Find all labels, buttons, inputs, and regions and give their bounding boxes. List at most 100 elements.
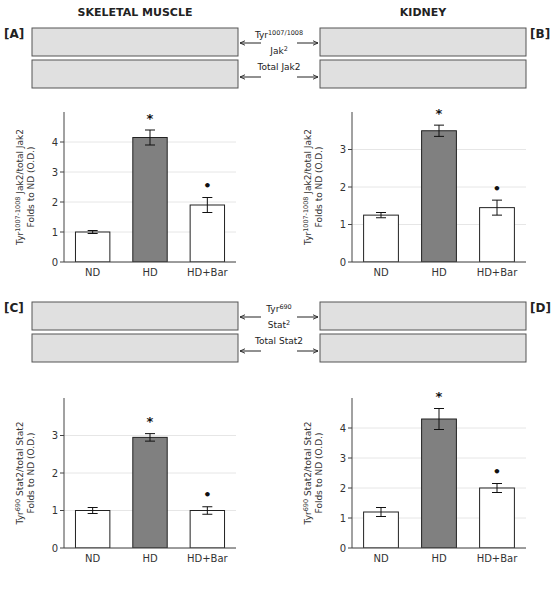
grid-line — [64, 262, 236, 263]
y-tick — [348, 488, 352, 489]
y-tick — [60, 510, 64, 511]
bar — [422, 131, 457, 262]
y-tick — [348, 548, 352, 549]
significance-marker: * — [147, 414, 154, 429]
y-tick — [348, 224, 352, 225]
error-cap — [88, 513, 98, 514]
y-tick-label: 2 — [52, 468, 58, 479]
y-tick — [60, 435, 64, 436]
panel: KIDNEY[B]0123Tyr1007-1008 Jak2/total Jak… — [302, 6, 550, 278]
y-tick-label: 2 — [52, 197, 58, 208]
y-axis-label: Tyr1007-1008 Jak2/total Jak2 — [14, 129, 25, 246]
y-axis-label: Folds to ND (O.D.) — [314, 147, 324, 228]
y-axis — [64, 398, 65, 548]
y-tick-label: 0 — [52, 543, 58, 554]
y-axis — [64, 112, 65, 262]
bar — [75, 232, 109, 262]
y-tick — [348, 428, 352, 429]
error-line — [150, 434, 151, 442]
error-cap — [376, 516, 386, 517]
y-tick-label: 1 — [340, 513, 346, 524]
error-line — [439, 409, 440, 430]
error-bar — [202, 507, 212, 515]
panel-label: [B] — [530, 27, 550, 41]
error-bar — [492, 200, 502, 215]
title: SKELETAL MUSCLE — [78, 6, 193, 19]
error-line — [207, 507, 208, 515]
bar — [75, 511, 109, 549]
panel: SKELETAL MUSCLE[A]Tyr1007/1008Jak2Total … — [4, 6, 318, 278]
bar — [133, 437, 167, 548]
blot-strip — [32, 60, 238, 88]
error-bar — [202, 198, 212, 213]
y-axis-label: Tyr690 Stat2/total Stat2 — [302, 422, 313, 526]
error-cap — [376, 217, 386, 218]
error-cap — [145, 433, 155, 434]
y-tick-label: 2 — [340, 182, 346, 193]
bar — [480, 488, 515, 548]
grid-line — [352, 262, 526, 263]
blot-label: Tyr690 — [265, 303, 291, 314]
error-cap — [202, 197, 212, 198]
error-line — [497, 484, 498, 493]
x-tick-label: ND — [85, 553, 100, 564]
x-axis — [64, 262, 236, 263]
grid-line — [64, 548, 236, 549]
blot-strip — [320, 60, 526, 88]
blot-label: Tyr1007/1008 — [254, 29, 303, 40]
error-cap — [145, 441, 155, 442]
y-axis-label: Tyr690 Stat2/total Stat2 — [14, 422, 25, 526]
x-axis — [352, 548, 526, 549]
panel: [C]Tyr690Stat2Total Stat20123Tyr690 Stat… — [4, 301, 318, 564]
error-cap — [434, 429, 444, 430]
error-cap — [145, 145, 155, 146]
x-tick-label: ND — [373, 267, 388, 278]
error-line — [150, 130, 151, 145]
grid-line — [352, 548, 526, 549]
error-bar — [145, 130, 155, 145]
error-cap — [202, 506, 212, 507]
panel-label: [D] — [530, 301, 551, 315]
panel-label: [C] — [4, 301, 24, 315]
panel: [D]01234Tyr690 Stat2/total Stat2Folds to… — [302, 301, 551, 564]
y-tick-label: 3 — [52, 430, 58, 441]
x-tick-label: HD+Bar — [477, 553, 519, 564]
y-axis-label: Tyr1007-1008 Jak2/total Jak2 — [302, 129, 313, 246]
error-cap — [376, 212, 386, 213]
y-axis-label: Folds to ND (O.D.) — [26, 147, 36, 228]
y-tick — [60, 232, 64, 233]
x-tick-label: ND — [85, 267, 100, 278]
error-cap — [492, 200, 502, 201]
blot-strip — [320, 28, 526, 56]
blot-strip — [32, 28, 238, 56]
y-axis-label: Folds to ND (O.D.) — [314, 433, 324, 514]
error-bar — [376, 213, 386, 218]
x-tick-label: HD — [431, 553, 447, 564]
y-tick — [60, 473, 64, 474]
error-line — [207, 198, 208, 213]
arrow — [240, 77, 261, 78]
arrow — [297, 351, 318, 352]
y-tick — [348, 149, 352, 150]
bar — [364, 512, 399, 548]
blot-label: Jak2 — [269, 45, 288, 56]
x-tick-label: HD+Bar — [477, 267, 519, 278]
y-tick-label: 3 — [52, 167, 58, 178]
y-tick-label: 4 — [52, 137, 58, 148]
significance-marker: * — [147, 111, 154, 126]
y-tick-label: 3 — [340, 453, 346, 464]
bar — [190, 205, 224, 262]
y-tick-label: 2 — [340, 483, 346, 494]
y-tick — [348, 262, 352, 263]
blot-strip — [32, 334, 238, 362]
marks — [364, 409, 515, 549]
significance-marker: * — [436, 106, 443, 121]
marks — [364, 125, 515, 262]
arrow — [297, 43, 318, 44]
y-tick-label: 0 — [340, 257, 346, 268]
error-bar — [88, 508, 98, 514]
y-tick — [348, 458, 352, 459]
y-tick — [348, 518, 352, 519]
bar — [364, 215, 399, 262]
x-tick-label: HD+Bar — [187, 267, 229, 278]
